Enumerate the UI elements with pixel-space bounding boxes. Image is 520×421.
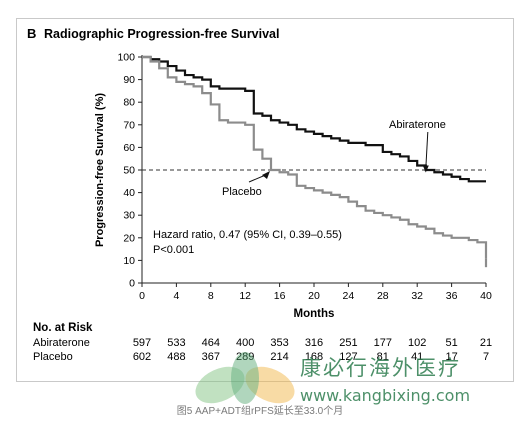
x-tick-label: 40 <box>480 290 492 302</box>
x-tick-label: 4 <box>173 290 179 302</box>
risk-value: 7 <box>483 351 489 363</box>
series-line-placebo <box>142 55 488 259</box>
figure-caption: 图5 AAP+ADT组rPFS延长至33.0个月 <box>176 406 344 417</box>
series-line-abiraterone <box>142 55 486 183</box>
panel-letter: B <box>27 26 36 41</box>
risk-row-label: Placebo <box>33 351 73 363</box>
watermark-url: www.kangbixing.com <box>300 386 471 405</box>
risk-value: 251 <box>339 337 357 349</box>
risk-value: 602 <box>133 351 151 363</box>
x-axis-label: Months <box>294 308 335 320</box>
y-tick-label: 10 <box>123 255 135 267</box>
y-tick-label: 30 <box>123 210 135 222</box>
risk-value: 597 <box>133 337 151 349</box>
x-tick-label: 24 <box>343 290 355 302</box>
risk-value: 168 <box>305 351 323 363</box>
y-axis-label: Progression-free Survival (%) <box>94 93 106 247</box>
y-tick-label: 0 <box>129 278 135 290</box>
y-tick-label: 40 <box>123 187 135 199</box>
risk-value: 353 <box>270 337 288 349</box>
x-tick-label: 28 <box>377 290 389 302</box>
annotation-arrowhead-placebo <box>262 171 270 179</box>
x-tick-label: 36 <box>446 290 458 302</box>
watermark-text: 康必行海外医疗 <box>300 356 461 380</box>
risk-value: 533 <box>167 337 185 349</box>
y-tick-label: 20 <box>123 232 135 244</box>
y-tick-label: 80 <box>123 97 135 109</box>
annotation-arrowhead-abiraterone <box>422 165 429 173</box>
x-tick-label: 12 <box>239 290 251 302</box>
y-tick-label: 70 <box>123 119 135 131</box>
x-tick-label: 8 <box>208 290 214 302</box>
annotation-abiraterone: Abiraterone <box>389 119 446 131</box>
risk-value: 289 <box>236 351 254 363</box>
risk-value: 17 <box>445 351 457 363</box>
annotation-placebo: Placebo <box>222 186 262 198</box>
p-value-text: P<0.001 <box>153 244 194 256</box>
risk-value: 102 <box>408 337 426 349</box>
risk-value: 488 <box>167 351 185 363</box>
risk-value: 367 <box>202 351 220 363</box>
y-tick-label: 100 <box>117 52 135 64</box>
x-tick-label: 32 <box>411 290 423 302</box>
risk-table-title: No. at Risk <box>33 322 93 334</box>
y-tick-label: 50 <box>123 165 135 177</box>
risk-value: 127 <box>339 351 357 363</box>
risk-value: 214 <box>270 351 288 363</box>
annotation-arrow-abiraterone <box>425 131 429 169</box>
risk-value: 400 <box>236 337 254 349</box>
risk-row-label: Abiraterone <box>33 337 90 349</box>
risk-value: 464 <box>202 337 220 349</box>
risk-value: 51 <box>445 337 457 349</box>
x-tick-label: 0 <box>139 290 145 302</box>
risk-value: 21 <box>480 337 492 349</box>
survival-chart: B Radiographic Progression-free Survival 0… <box>27 26 492 363</box>
figure-panel: B Radiographic Progression-free Survival 0… <box>16 18 514 382</box>
risk-value: 81 <box>377 351 389 363</box>
y-tick-label: 60 <box>123 142 135 154</box>
chart-title: Radiographic Progression-free Survival <box>44 27 280 41</box>
risk-value: 41 <box>411 351 423 363</box>
lotus-icon <box>190 350 300 415</box>
hazard-ratio-text: Hazard ratio, 0.47 (95% CI, 0.39–0.55) <box>153 229 342 241</box>
risk-value: 316 <box>305 337 323 349</box>
risk-value: 177 <box>374 337 392 349</box>
x-tick-label: 16 <box>274 290 286 302</box>
y-tick-label: 90 <box>123 74 135 86</box>
x-tick-label: 20 <box>308 290 320 302</box>
